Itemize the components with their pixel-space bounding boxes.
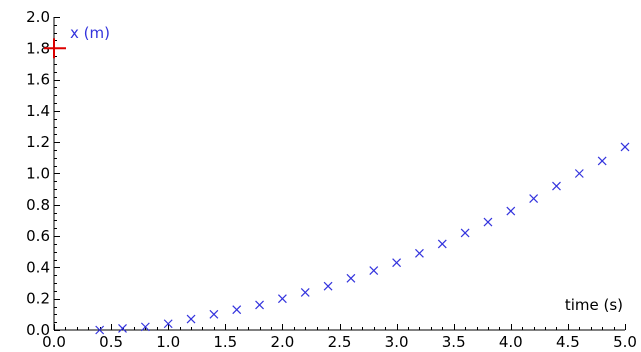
y-tick-label: 1.4	[26, 102, 50, 120]
data-point	[574, 169, 584, 178]
data-point	[209, 309, 219, 319]
x-tick-label: 1.5	[213, 333, 237, 351]
y-tick-label: 1.2	[26, 133, 50, 151]
x-tick-label: 3.0	[385, 333, 409, 351]
x-tick-label: 1.0	[156, 333, 180, 351]
x-tick-label: 0.5	[99, 333, 123, 351]
y-tick-label: 0.0	[26, 321, 50, 339]
data-point	[552, 181, 561, 191]
data-point	[392, 258, 402, 268]
data-point	[140, 322, 150, 332]
y-tick-label: 2.0	[26, 8, 50, 26]
y-tick-label: 0.6	[26, 227, 50, 245]
chart-tick-labels: 0.0 0.2 0.4 0.6 0.8 1.0 1.2 1.4 1.6 1.8 2.0 0.0 0.5 1…	[26, 8, 637, 351]
data-point	[323, 281, 333, 291]
chart-ticks	[54, 17, 626, 331]
data-point	[415, 248, 424, 258]
x-tick-label: 2.5	[328, 333, 352, 351]
data-point	[118, 324, 127, 333]
data-point	[95, 325, 105, 335]
data-point	[529, 194, 539, 203]
data-point	[186, 314, 196, 324]
y-tick-label: 0.2	[26, 290, 50, 308]
data-point	[255, 300, 264, 310]
y-tick-label: 0.8	[26, 196, 50, 214]
chart-axes	[53, 17, 625, 331]
data-point	[620, 142, 630, 152]
y-tick-label: 1.8	[26, 39, 50, 57]
data-point	[163, 319, 173, 329]
y-axis-label: x (m)	[70, 24, 110, 42]
x-tick-label: 0.0	[42, 333, 66, 351]
x-tick-label: 3.5	[442, 333, 466, 351]
data-point	[369, 266, 379, 275]
x-axis-label: time (s)	[565, 296, 623, 314]
data-point	[597, 156, 607, 166]
x-tick-label: 5.0	[613, 333, 637, 351]
x-tick-label: 4.0	[499, 333, 523, 351]
data-point	[483, 217, 493, 227]
data-point	[300, 288, 310, 297]
data-point	[277, 294, 287, 304]
data-point	[232, 305, 242, 315]
data-point	[437, 239, 447, 249]
data-point	[346, 273, 356, 283]
x-tick-label: 2.0	[270, 333, 294, 351]
chart-points	[95, 142, 630, 335]
chart-y-marker	[44, 38, 66, 59]
data-point	[460, 228, 470, 238]
y-tick-label: 1.0	[26, 165, 50, 183]
x-tick-label: 4.5	[556, 333, 580, 351]
y-tick-label: 1.6	[26, 71, 50, 89]
data-point	[506, 206, 516, 216]
y-tick-label: 0.4	[26, 258, 50, 276]
